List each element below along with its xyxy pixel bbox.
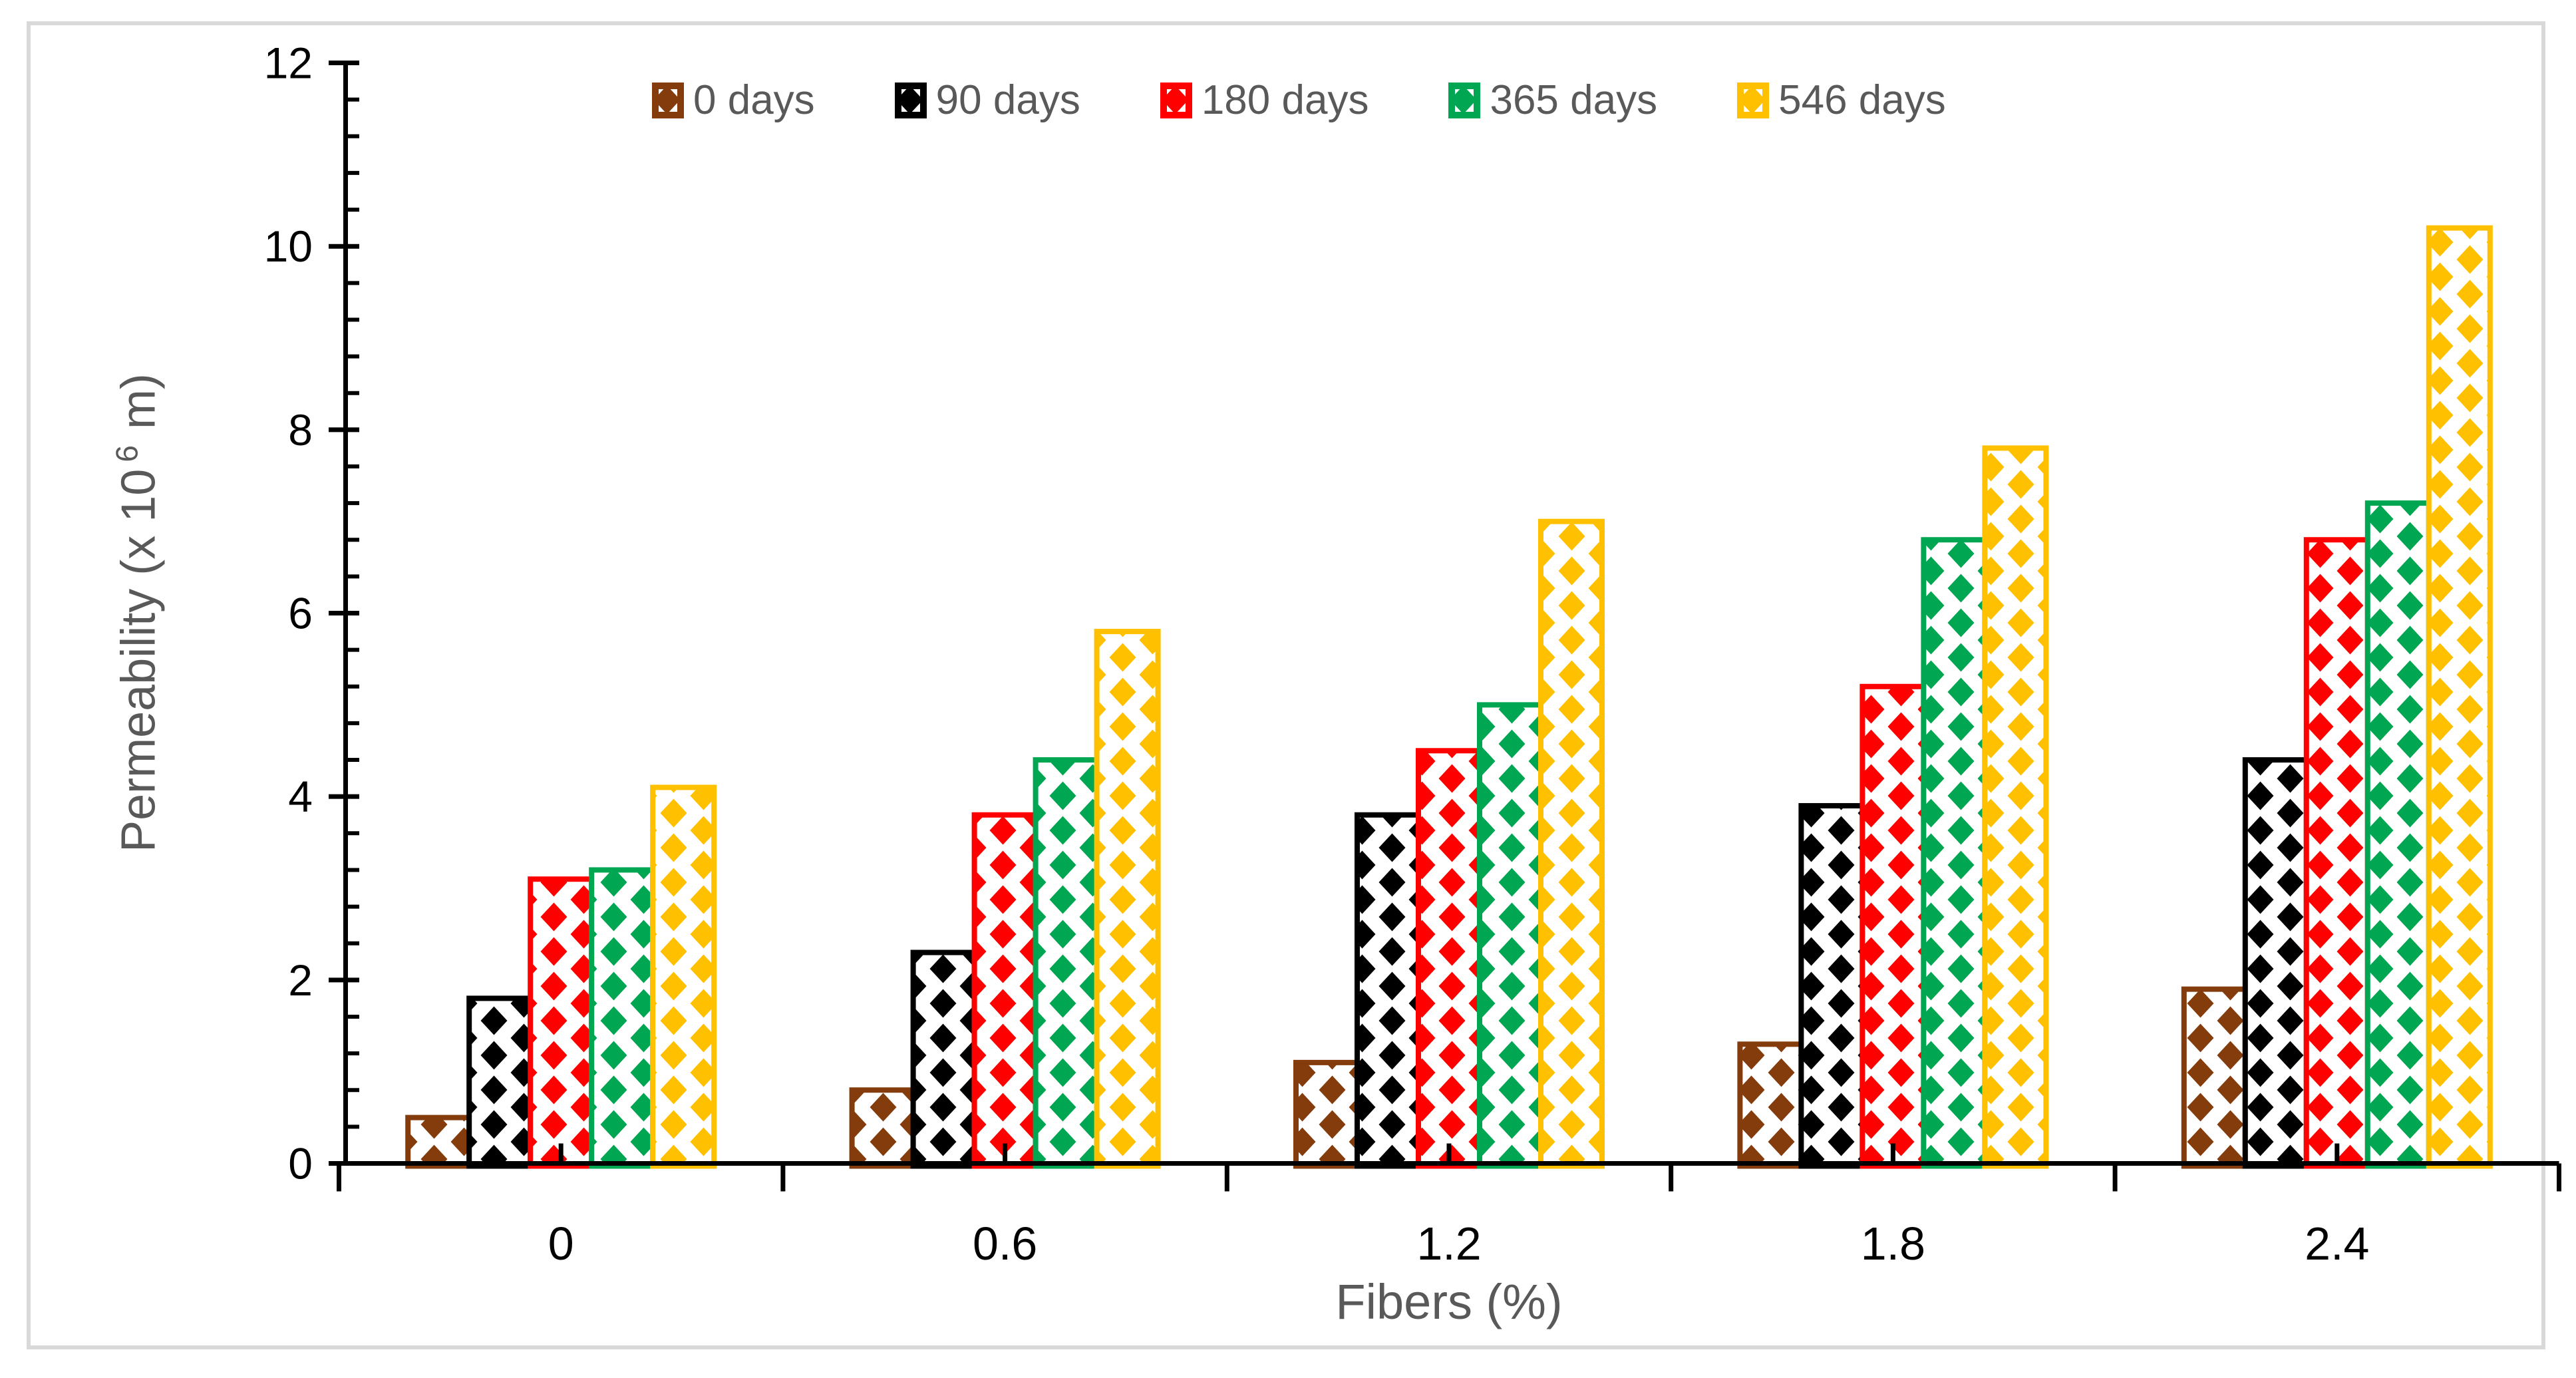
bar-90-days-x1.8 xyxy=(1798,802,1865,1169)
bar-546-days-x0.6 xyxy=(1094,629,1161,1169)
bar-180-days-x0.6 xyxy=(971,812,1039,1169)
bar-180-days-x0 xyxy=(528,876,595,1169)
bar-365-days-x1.2 xyxy=(1477,702,1543,1169)
bar-0-days-x1.2 xyxy=(1293,1059,1360,1169)
x-tick-label: 0.6 xyxy=(973,1218,1037,1270)
legend-label: 0 days xyxy=(693,77,815,123)
bar-180-days-x1.8 xyxy=(1859,683,1927,1169)
bars-group xyxy=(405,225,2493,1169)
legend: 0 days 90 days 180 days 365 days 546 days xyxy=(652,80,1946,121)
legend-swatch-icon xyxy=(1160,83,1192,118)
x-tick-label: 1.2 xyxy=(1416,1218,1481,1270)
bar-180-days-x1.2 xyxy=(1416,748,1482,1169)
x-tick-label: 1.8 xyxy=(1861,1218,1925,1270)
y-tick-label: 8 xyxy=(288,405,313,454)
y-axis-title-text: Permeability (x 10 xyxy=(112,468,166,852)
bar-365-days-x0 xyxy=(589,867,656,1169)
legend-swatch-rect xyxy=(1737,83,1770,118)
legend-swatch-rect xyxy=(1160,83,1192,118)
y-axis-title-superscript: 6 xyxy=(109,445,144,462)
y-tick-label: 0 xyxy=(288,1139,313,1188)
bar-0-days-x0 xyxy=(405,1115,472,1169)
bar-180-days-x2.4 xyxy=(2303,537,2370,1169)
legend-label: 546 days xyxy=(1778,77,1946,123)
bar-90-days-x2.4 xyxy=(2242,757,2309,1169)
legend-item-90-days: 90 days xyxy=(894,77,1080,123)
legend-swatch-rect xyxy=(652,83,684,118)
legend-swatch-icon xyxy=(1448,83,1481,118)
bar-365-days-x2.4 xyxy=(2364,500,2432,1169)
legend-label: 365 days xyxy=(1490,77,1658,123)
bar-546-days-x0 xyxy=(650,784,717,1169)
y-tick-label: 10 xyxy=(264,222,313,271)
x-axis-title: Fibers (%) xyxy=(1335,1274,1563,1329)
bar-365-days-x0.6 xyxy=(1033,757,1100,1169)
y-tick-label: 6 xyxy=(288,589,313,638)
y-tick-label: 12 xyxy=(264,39,313,88)
legend-swatch-rect xyxy=(1448,83,1481,118)
bar-0-days-x1.8 xyxy=(1737,1041,1804,1169)
legend-item-365-days: 365 days xyxy=(1448,80,1657,121)
legend-swatch-icon xyxy=(652,83,684,118)
bar-546-days-x2.4 xyxy=(2426,225,2493,1169)
legend-item-180-days: 180 days xyxy=(1160,77,1369,123)
legend-swatch-icon xyxy=(894,83,927,118)
legend-swatch-icon xyxy=(1737,83,1770,118)
figure-border xyxy=(27,21,2545,1349)
y-tick-label: 4 xyxy=(288,772,313,821)
y-tick-label: 2 xyxy=(288,955,313,1005)
legend-item-546-days: 546 days xyxy=(1737,80,1946,121)
bar-546-days-x1.8 xyxy=(1982,445,2049,1169)
bar-546-days-x1.2 xyxy=(1538,518,1605,1169)
bar-90-days-x0 xyxy=(466,995,534,1169)
y-axis-title: Permeability (x 10 6 m) xyxy=(109,373,166,852)
legend-label: 90 days xyxy=(935,77,1080,123)
bar-90-days-x0.6 xyxy=(910,949,977,1169)
x-tick-label: 0 xyxy=(548,1218,574,1270)
x-tick-label: 2.4 xyxy=(2305,1218,2369,1270)
bar-90-days-x1.2 xyxy=(1355,812,1421,1169)
bar-0-days-x2.4 xyxy=(2181,986,2248,1169)
legend-swatch-rect xyxy=(894,83,927,118)
legend-item-0-days: 0 days xyxy=(652,80,815,121)
y-axis-title-unit: m) xyxy=(112,373,166,443)
legend-label: 180 days xyxy=(1201,77,1369,123)
bar-0-days-x0.6 xyxy=(849,1087,916,1169)
bar-365-days-x1.8 xyxy=(1921,537,1988,1169)
